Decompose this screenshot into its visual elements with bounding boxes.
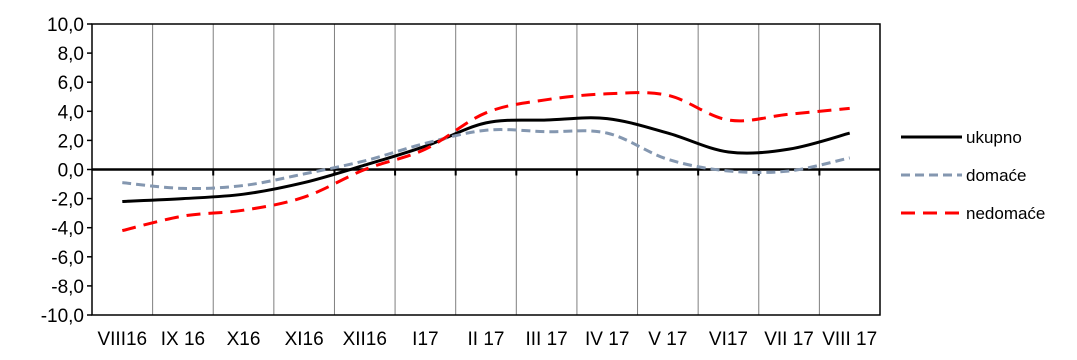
y-tick-label: -8,0 <box>51 277 84 298</box>
y-tick-label: -2,0 <box>51 190 84 211</box>
x-tick-label: V 17 <box>648 329 687 350</box>
x-tick-label: X16 <box>227 329 261 350</box>
series-lines <box>121 91 851 233</box>
x-tick-label: XII16 <box>343 329 387 350</box>
y-tick-label: -4,0 <box>51 219 84 240</box>
series-line-ukupno <box>122 116 851 203</box>
y-tick-label: 4,0 <box>58 102 84 123</box>
x-tick-label: I17 <box>412 329 438 350</box>
x-tick-label: III 17 <box>525 329 567 350</box>
axes: 10,0 8,0 6,0 4,0 2,0 0,0 -2,0 -4,0 -6,0 -8,0 -10,0… <box>41 15 880 350</box>
y-tick-label: 10,0 <box>47 15 84 36</box>
x-tick-label: II 17 <box>468 329 505 350</box>
x-tick-label: VII 17 <box>764 329 814 350</box>
legend-label-domaće: domaće <box>966 166 1026 185</box>
legend: ukupno domaće nedomaće <box>901 128 1045 223</box>
y-tick-label: -10,0 <box>41 306 84 327</box>
x-tick-label: IV 17 <box>585 329 629 350</box>
y-tick-label: -6,0 <box>51 248 84 269</box>
y-tick-label: 8,0 <box>58 44 84 65</box>
y-tick-label: 0,0 <box>58 161 84 182</box>
legend-label-nedomaće: nedomaće <box>966 204 1045 223</box>
x-tick-label: VIII16 <box>97 329 147 350</box>
x-tick-label: IX 16 <box>161 329 205 350</box>
x-tick-label: XI16 <box>285 329 324 350</box>
x-tick-label: VI17 <box>709 329 748 350</box>
y-tick-label: 6,0 <box>58 73 84 94</box>
x-tick-label: VIII 17 <box>822 329 877 350</box>
legend-label-ukupno: ukupno <box>966 128 1022 147</box>
series-line-domaće <box>122 128 851 191</box>
y-tick-label: 2,0 <box>58 131 84 152</box>
series-line-nedomaće <box>121 91 850 233</box>
